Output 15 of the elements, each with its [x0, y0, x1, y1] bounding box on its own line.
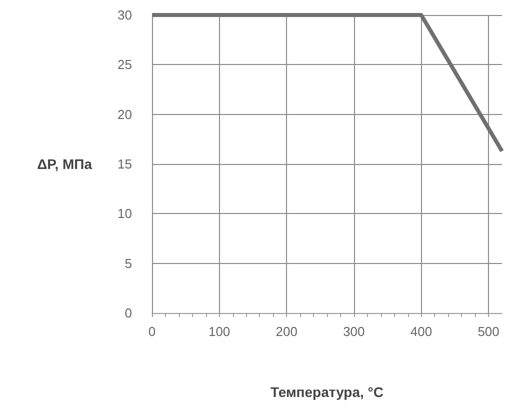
- x-tick-label: 200: [276, 324, 298, 339]
- x-tick-label: 500: [478, 324, 500, 339]
- y-tick-label: 5: [124, 256, 132, 271]
- y-tick-label: 0: [124, 306, 132, 320]
- x-tick-label: 300: [343, 324, 365, 339]
- y-tick-label: 20: [118, 106, 132, 122]
- y-tick-label: 25: [118, 57, 132, 72]
- x-tick-label: 0: [148, 324, 156, 339]
- x-axis-title: Температура, °C: [270, 384, 384, 400]
- y-tick-label: 30: [118, 8, 132, 22]
- y-tick-label: 15: [118, 156, 132, 172]
- y-tick-label: 10: [118, 206, 132, 222]
- x-tick-label: 100: [208, 324, 230, 339]
- y-axis-title: ΔP, МПа: [37, 156, 92, 172]
- x-tick-label: 400: [410, 324, 432, 339]
